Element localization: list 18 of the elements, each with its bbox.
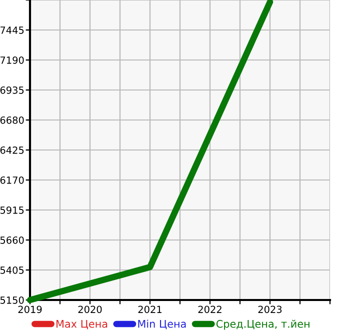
y-tick-label: 6170 — [0, 176, 24, 184]
x-tick-label: 2022 — [198, 306, 222, 314]
y-tick-label: 7190 — [0, 56, 24, 64]
legend-label: Max Цена — [56, 320, 108, 330]
y-tick-label: 6935 — [0, 86, 24, 94]
y-tick-label: 6680 — [0, 116, 24, 124]
x-tick-label: 2021 — [138, 306, 162, 314]
y-tick-label: 5405 — [0, 266, 24, 274]
legend-label: Сред.Цена, т.йен — [216, 320, 310, 330]
legend-label: Min Цена — [138, 320, 186, 330]
y-tick-label: 5660 — [0, 236, 24, 244]
x-tick-label: 2019 — [18, 306, 42, 314]
x-tick-label: 2020 — [78, 306, 102, 314]
x-tick-label: 2023 — [258, 306, 282, 314]
y-tick-label: 6425 — [0, 146, 24, 154]
y-tick-label: 7445 — [0, 26, 24, 34]
y-tick-label: 5150 — [0, 296, 24, 304]
y-tick-label: 5915 — [0, 206, 24, 214]
